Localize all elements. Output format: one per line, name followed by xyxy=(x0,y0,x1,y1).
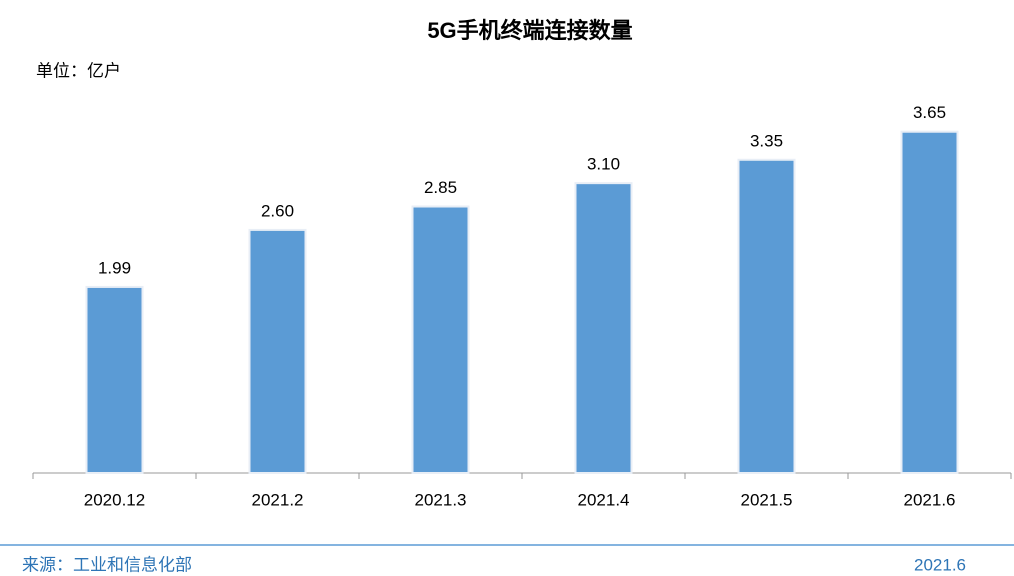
bar xyxy=(900,130,959,474)
value-label: 2.85 xyxy=(424,178,457,197)
value-label: 3.65 xyxy=(913,103,946,122)
x-tick-label: 2021.5 xyxy=(741,490,793,509)
bar xyxy=(574,182,633,474)
x-tick-label: 2021.6 xyxy=(904,490,956,509)
bar xyxy=(85,285,144,474)
chart-title: 5G手机终端连接数量 xyxy=(427,18,632,43)
unit-label: 单位：亿户 xyxy=(36,61,121,80)
bar xyxy=(737,158,796,474)
bar xyxy=(411,205,470,474)
value-label: 2.60 xyxy=(261,201,294,220)
value-label: 1.99 xyxy=(98,258,131,277)
value-label: 3.35 xyxy=(750,131,783,150)
footer-date: 2021.6 xyxy=(914,555,966,574)
source: 来源：工业和信息化部 xyxy=(22,555,192,574)
value-label: 3.10 xyxy=(587,155,620,174)
bar xyxy=(248,228,307,474)
x-tick-label: 2021.4 xyxy=(578,490,630,509)
x-tick-label: 2021.2 xyxy=(252,490,304,509)
x-tick-label: 2021.3 xyxy=(415,490,467,509)
x-tick-label: 2020.12 xyxy=(84,490,145,509)
